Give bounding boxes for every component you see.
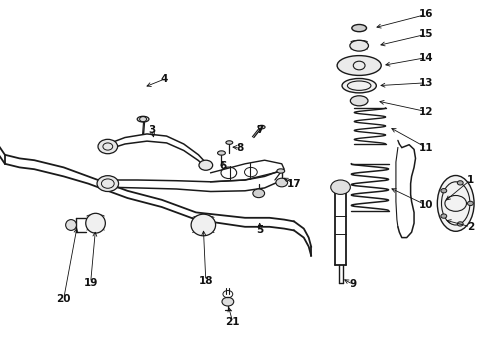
Circle shape: [253, 189, 265, 198]
Ellipse shape: [226, 141, 233, 144]
Ellipse shape: [438, 175, 474, 231]
Ellipse shape: [191, 214, 216, 236]
Text: 11: 11: [419, 143, 434, 153]
Text: 15: 15: [419, 29, 434, 39]
Circle shape: [457, 181, 463, 185]
Ellipse shape: [66, 220, 76, 230]
Circle shape: [222, 297, 234, 306]
Text: 1: 1: [467, 175, 474, 185]
Ellipse shape: [352, 24, 367, 32]
Ellipse shape: [258, 125, 265, 129]
Circle shape: [276, 178, 288, 187]
Circle shape: [441, 189, 447, 193]
Text: 17: 17: [287, 179, 301, 189]
Circle shape: [199, 160, 213, 170]
Text: 4: 4: [160, 74, 168, 84]
Circle shape: [97, 176, 119, 192]
Text: 12: 12: [419, 107, 434, 117]
Ellipse shape: [218, 151, 225, 155]
Text: 19: 19: [83, 278, 98, 288]
Text: 6: 6: [220, 161, 226, 171]
Circle shape: [441, 214, 447, 218]
Text: 2: 2: [467, 222, 474, 232]
Text: 13: 13: [419, 78, 434, 88]
Text: 16: 16: [419, 9, 434, 19]
Ellipse shape: [350, 96, 368, 106]
Text: 8: 8: [237, 143, 244, 153]
Text: 7: 7: [256, 125, 264, 135]
Text: 21: 21: [225, 317, 240, 327]
Ellipse shape: [337, 56, 381, 76]
Text: 3: 3: [148, 125, 155, 135]
Text: 5: 5: [256, 225, 263, 235]
Ellipse shape: [86, 213, 105, 233]
Circle shape: [331, 180, 350, 194]
Ellipse shape: [277, 169, 285, 173]
Circle shape: [467, 201, 473, 206]
Ellipse shape: [350, 40, 368, 51]
Text: 10: 10: [419, 200, 434, 210]
Ellipse shape: [342, 78, 376, 93]
Ellipse shape: [137, 116, 149, 122]
Text: 9: 9: [349, 279, 356, 289]
Text: 14: 14: [419, 53, 434, 63]
Circle shape: [98, 139, 118, 154]
Text: 20: 20: [56, 294, 71, 304]
Circle shape: [457, 222, 463, 226]
Text: 18: 18: [198, 276, 213, 286]
